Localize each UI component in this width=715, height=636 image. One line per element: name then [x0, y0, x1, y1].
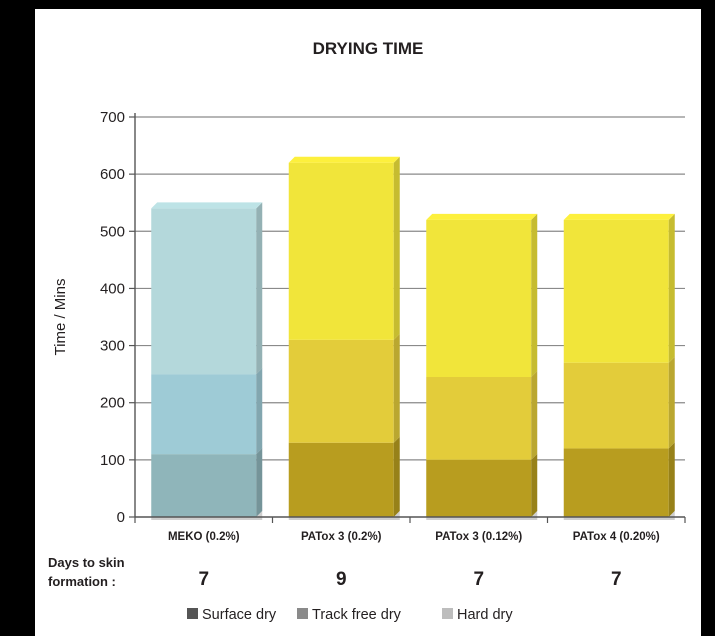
- bar-segment-side: [668, 356, 675, 449]
- x-tick-label: PATox 3 (0.12%): [435, 531, 522, 543]
- bar-segment: [288, 442, 394, 517]
- y-tick-label: 600: [100, 166, 125, 183]
- chart-title: DRYING TIME: [313, 39, 424, 58]
- bar-segment-side: [393, 436, 400, 517]
- bar-top-face: [151, 202, 263, 209]
- bar-segment: [151, 208, 257, 375]
- bar-segment: [563, 362, 669, 449]
- days-to-skin-label: formation :: [48, 574, 116, 589]
- y-tick-label: 300: [100, 338, 125, 355]
- legend-label: Hard dry: [457, 607, 513, 623]
- legend-swatch: [442, 608, 453, 619]
- legend-swatch: [297, 608, 308, 619]
- y-tick-label: 400: [100, 280, 125, 297]
- y-tick-label: 500: [100, 223, 125, 240]
- y-tick-label: 100: [100, 452, 125, 469]
- bar-segment-side: [668, 442, 675, 517]
- chart-panel: DRYING TIME Time / Mins 0 100 200 300 400 500 60…: [35, 9, 701, 636]
- days-to-skin-label: Days to skin: [48, 555, 125, 570]
- legend-label: Track free dry: [312, 607, 402, 623]
- bar-segment-side: [256, 368, 263, 455]
- bar-segment-side: [531, 371, 538, 460]
- x-tick-label: MEKO (0.2%): [168, 531, 240, 543]
- days-to-skin-value: 7: [611, 569, 622, 590]
- bar-segment: [288, 162, 394, 340]
- days-to-skin-value: 7: [473, 569, 484, 590]
- bar-base-shadow: [288, 511, 400, 520]
- bar-segment: [426, 377, 532, 460]
- legend-label: Surface dry: [202, 607, 277, 623]
- bar-segment-side: [256, 202, 263, 375]
- y-axis-label: Time / Mins: [52, 279, 69, 356]
- y-tick-label: 0: [117, 509, 125, 526]
- bar-segment: [151, 374, 257, 455]
- bar-base-shadow: [563, 511, 675, 520]
- x-tick-label: PATox 4 (0.20%): [573, 531, 660, 543]
- bar-segment-side: [668, 213, 675, 363]
- bar-segment: [426, 459, 532, 517]
- bar-segment-side: [531, 453, 538, 517]
- y-tick-label: 200: [100, 395, 125, 412]
- bar-base-shadow: [151, 511, 263, 520]
- days-to-skin-value: 7: [198, 569, 209, 590]
- bar-segment: [151, 454, 257, 517]
- bar-segment-side: [393, 156, 400, 340]
- bar-top-face: [426, 213, 538, 220]
- bar-top-face: [288, 156, 400, 163]
- bar-segment: [563, 448, 669, 517]
- bar-top-face: [563, 213, 675, 220]
- bar-base-shadow: [426, 511, 538, 520]
- bar-segment: [288, 339, 394, 443]
- bar-segment: [426, 219, 532, 377]
- bar-segment-side: [531, 213, 538, 377]
- x-tick-label: PATox 3 (0.2%): [301, 531, 382, 543]
- drying-time-chart: DRYING TIME Time / Mins 0 100 200 300 400 500 60…: [48, 39, 686, 623]
- bar-segment: [563, 219, 669, 363]
- days-to-skin-value: 9: [336, 569, 347, 590]
- bar-segment-side: [256, 448, 263, 517]
- bar-segment-side: [393, 333, 400, 443]
- y-tick-label: 700: [100, 109, 125, 126]
- legend-swatch: [187, 608, 198, 619]
